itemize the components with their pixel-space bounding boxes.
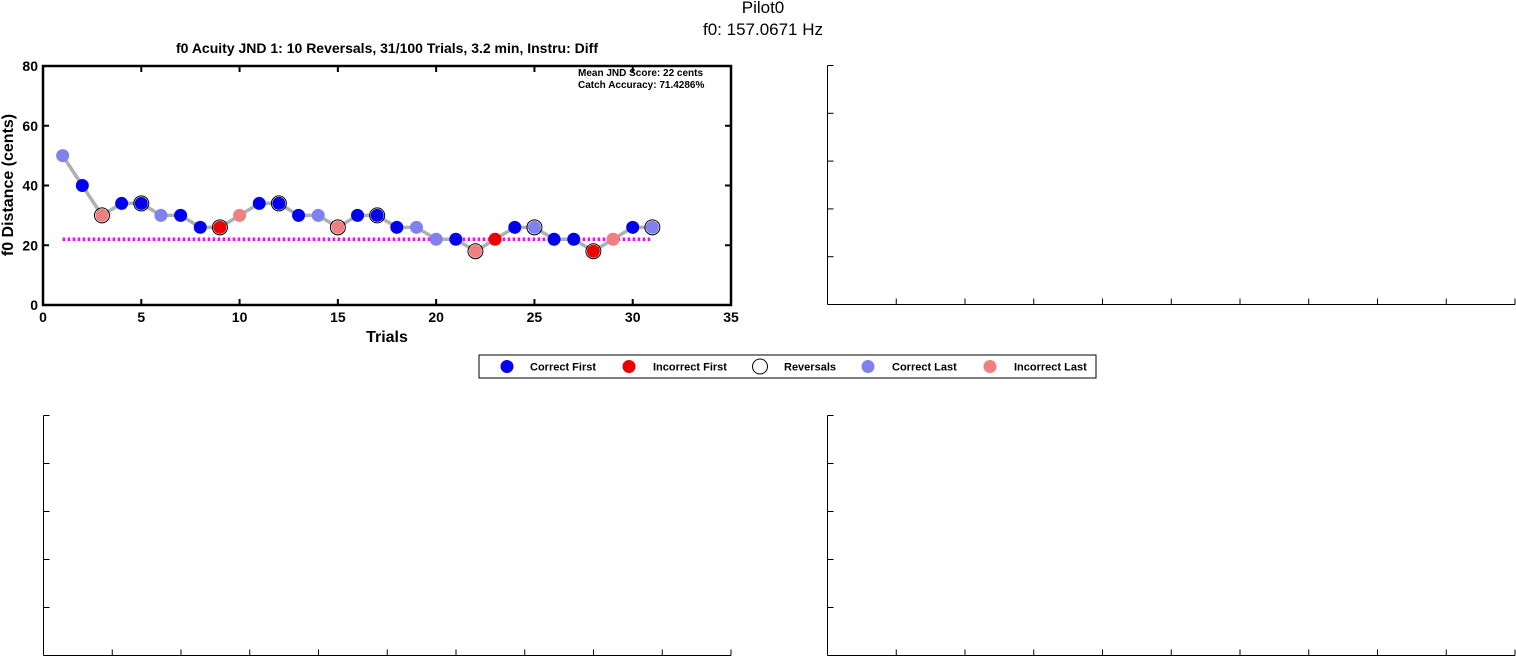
reversal-marker — [270, 195, 287, 212]
y-tick-label: 80 — [22, 58, 38, 74]
legend-marker-reversals — [752, 358, 768, 375]
data-point-correct-last — [311, 208, 325, 222]
data-point-correct-first — [134, 196, 148, 210]
y-tick-label: 40 — [22, 178, 38, 194]
data-point-correct-last — [527, 220, 541, 234]
data-point-correct-first — [508, 220, 522, 234]
data-point-correct-first — [193, 220, 207, 234]
legend-label-correct-last: Correct Last — [892, 362, 957, 374]
legend: Correct First Incorrect First Reversals … — [478, 354, 1097, 379]
data-point-correct-first — [351, 208, 365, 222]
x-tick-label: 10 — [232, 309, 248, 325]
data-point-correct-first — [370, 208, 384, 222]
data-point-correct-first — [390, 220, 404, 234]
data-point-incorrect-last — [606, 232, 620, 246]
x-tick-label: 30 — [625, 309, 641, 325]
legend-marker-incorrect-first — [622, 360, 636, 373]
reversal-marker — [133, 195, 150, 212]
legend-label-reversals: Reversals — [784, 362, 836, 374]
x-tick-label: 35 — [723, 309, 739, 325]
catch-accuracy-annotation: Catch Accuracy: 71.4286% — [578, 80, 704, 91]
data-point-correct-first — [547, 232, 561, 246]
data-point-correct-first — [174, 208, 188, 222]
trial-track-line — [61, 154, 653, 253]
legend-box — [478, 354, 1097, 379]
data-point-correct-first — [626, 220, 640, 234]
tick-labels: 0 5 10 15 20 25 30 35 0 20 40 60 80 — [22, 58, 739, 325]
reversal-marker — [585, 243, 602, 260]
chart-title: f0 Acuity JND 1: 10 Reversals, 31/100 Tr… — [176, 40, 598, 56]
empty-axes-bottom-left — [43, 415, 732, 656]
y-axis-label: f0 Distance (cents) — [0, 114, 17, 256]
x-tick-label: 15 — [330, 309, 346, 325]
f0-frequency-label: f0: 157.0671 Hz — [703, 20, 823, 39]
legend-label-incorrect-first: Incorrect First — [653, 362, 727, 374]
y-tick-label: 60 — [22, 118, 38, 134]
x-axis-label: Trials — [366, 329, 408, 346]
data-point-correct-last — [645, 220, 659, 234]
data-point-correct-last — [154, 208, 168, 222]
data-point-correct-first — [449, 232, 463, 246]
reversal-markers-layer — [93, 195, 661, 260]
data-point-incorrect-first — [586, 244, 600, 258]
reversal-marker — [526, 219, 543, 236]
legend-marker-correct-last — [861, 360, 875, 373]
data-point-correct-first — [567, 232, 581, 246]
reversal-marker — [211, 219, 228, 236]
plot-frame — [41, 64, 733, 307]
reversal-marker — [329, 219, 346, 236]
data-point-incorrect-last — [95, 208, 109, 222]
mean-jnd-annotation: Mean JND Score: 22 cents — [578, 68, 703, 79]
data-point-correct-last — [56, 149, 70, 163]
x-tick-label: 25 — [527, 309, 543, 325]
reversal-marker — [644, 219, 661, 236]
axis-ticks — [43, 66, 731, 305]
legend-marker-incorrect-last — [983, 360, 997, 373]
reversal-marker — [369, 207, 386, 224]
y-tick-label: 0 — [30, 297, 38, 313]
trial-track-layer — [61, 154, 653, 253]
data-point-correct-last — [409, 220, 423, 234]
legend-marker-correct-first — [500, 360, 514, 373]
data-point-incorrect-last — [331, 220, 345, 234]
data-point-correct-first — [252, 196, 266, 210]
data-points-layer — [56, 149, 659, 258]
legend-label-incorrect-last: Incorrect Last — [1014, 362, 1087, 374]
data-point-incorrect-first — [213, 220, 227, 234]
data-point-incorrect-first — [488, 232, 502, 246]
data-point-incorrect-last — [233, 208, 247, 222]
subject-title: Pilot0 — [742, 0, 785, 17]
y-tick-label: 20 — [22, 237, 38, 253]
empty-axes-bottom-right — [827, 415, 1516, 656]
data-point-correct-first — [115, 196, 129, 210]
reversal-marker — [467, 243, 484, 260]
data-point-incorrect-last — [468, 244, 482, 258]
data-point-correct-last — [429, 232, 443, 246]
x-tick-label: 0 — [39, 309, 47, 325]
reversal-marker — [93, 207, 110, 224]
legend-label-correct-first: Correct First — [530, 362, 596, 374]
data-point-correct-first — [292, 208, 306, 222]
empty-axes-top-right — [827, 65, 1516, 305]
data-point-correct-first — [75, 179, 89, 192]
x-tick-label: 5 — [137, 309, 145, 325]
main-plot: f0 Acuity JND 1: 10 Reversals, 31/100 Tr… — [0, 40, 739, 346]
data-point-correct-first — [272, 196, 286, 210]
x-tick-label: 20 — [428, 309, 444, 325]
